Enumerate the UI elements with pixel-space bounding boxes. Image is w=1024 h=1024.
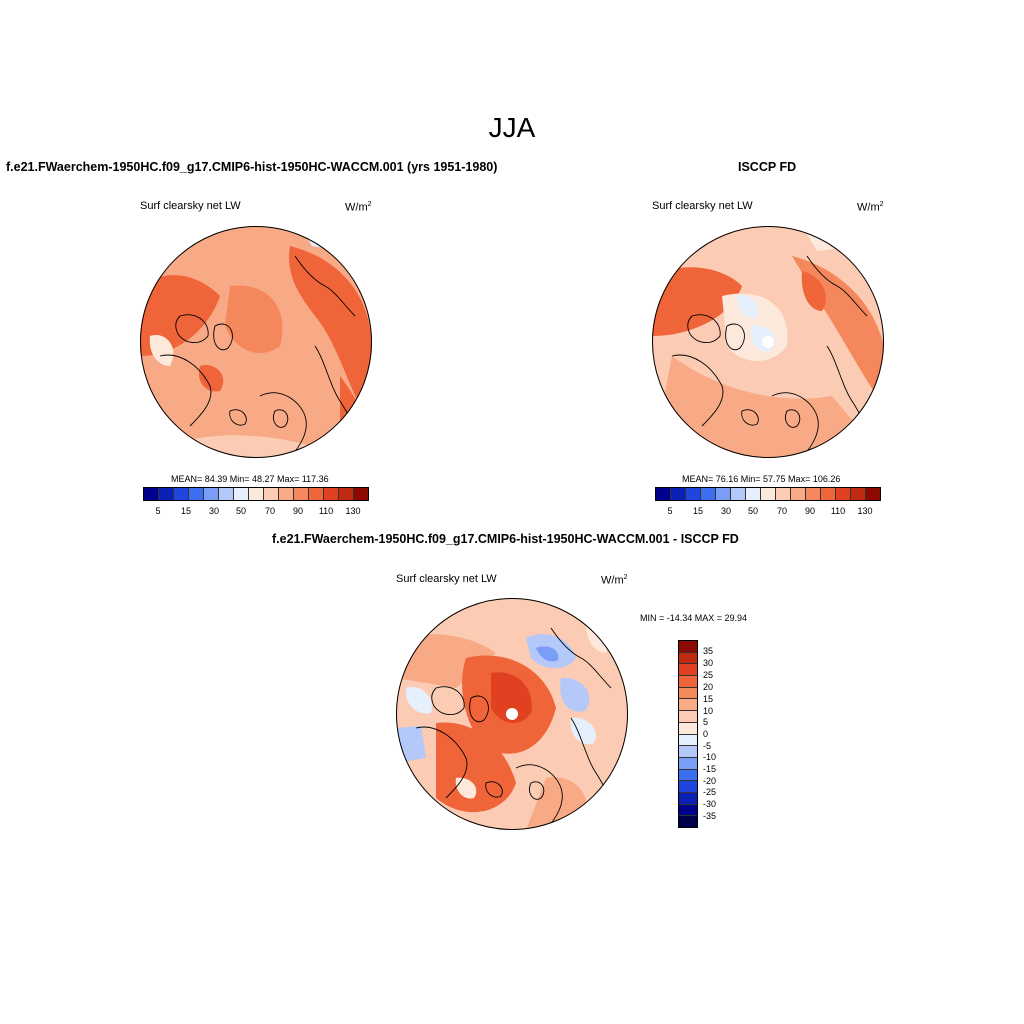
colorbar-swatch xyxy=(671,488,686,500)
colorbar-swatch xyxy=(309,488,324,500)
panel-1-tick: 90 xyxy=(292,506,304,516)
colorbar-swatch xyxy=(731,488,746,500)
colorbar-swatch xyxy=(234,488,249,500)
colorbar-swatch xyxy=(679,792,697,805)
colorbar-swatch xyxy=(679,734,697,747)
panel-3-tick: 15 xyxy=(703,694,714,704)
panel-3-tick: -30 xyxy=(703,799,717,809)
colorbar-swatch xyxy=(679,699,697,712)
panel-2-variable-label: Surf clearsky net LW xyxy=(652,200,753,212)
colorbar-swatch xyxy=(339,488,354,500)
panel-3-tick: -15 xyxy=(703,764,717,774)
panel-3-tick: 20 xyxy=(703,682,714,692)
panel-1-units: W/m2 xyxy=(345,201,372,214)
colorbar-swatch xyxy=(679,641,697,653)
colorbar-swatch xyxy=(746,488,761,500)
panel-3-tick: 0 xyxy=(703,729,709,739)
panel-3-tick: 25 xyxy=(703,670,714,680)
colorbar-swatch xyxy=(249,488,264,500)
panel-3-units: W/m2 xyxy=(601,574,628,587)
colorbar-swatch xyxy=(279,488,294,500)
panel-1-polar-map xyxy=(140,226,372,458)
panel-3-stats: MIN = -14.34 MAX = 29.94 xyxy=(640,613,748,623)
panel-1-title: f.e21.FWaerchem-1950HC.f09_g17.CMIP6-his… xyxy=(6,160,498,174)
panel-1-tick: 5 xyxy=(155,506,161,516)
colorbar-swatch xyxy=(679,816,697,827)
colorbar-swatch xyxy=(204,488,219,500)
colorbar-swatch xyxy=(679,711,697,723)
colorbar-swatch xyxy=(264,488,279,500)
panel-3-tick: 35 xyxy=(703,646,714,656)
panel-3-tick: 5 xyxy=(703,717,709,727)
panel-1-tick: 130 xyxy=(345,506,361,516)
panel-2-tick: 110 xyxy=(830,506,846,516)
panel-2-tick: 50 xyxy=(747,506,759,516)
panel-1-tick: 30 xyxy=(208,506,220,516)
colorbar-swatch xyxy=(219,488,234,500)
colorbar-swatch xyxy=(679,664,697,677)
colorbar-swatch xyxy=(821,488,836,500)
colorbar-swatch xyxy=(189,488,204,500)
panel-1-tick: 15 xyxy=(180,506,192,516)
panel-2-polar-map xyxy=(652,226,884,458)
panel-1-colorbar xyxy=(143,487,369,501)
colorbar-swatch xyxy=(851,488,866,500)
panel-2-stats: MEAN= 76.16 Min= 57.75 Max= 106.26 xyxy=(682,474,841,484)
panel-3-tick: 30 xyxy=(703,658,714,668)
colorbar-swatch xyxy=(679,781,697,793)
panel-1-tick: 110 xyxy=(318,506,334,516)
panel-3-tick: -5 xyxy=(703,741,712,751)
panel-2-units: W/m2 xyxy=(857,201,884,214)
colorbar-swatch xyxy=(656,488,671,500)
colorbar-swatch xyxy=(294,488,309,500)
colorbar-swatch xyxy=(679,687,697,700)
colorbar-swatch xyxy=(354,488,368,500)
panel-2-tick: 90 xyxy=(804,506,816,516)
colorbar-swatch xyxy=(686,488,701,500)
colorbar-swatch xyxy=(791,488,806,500)
colorbar-swatch xyxy=(776,488,791,500)
panel-2-tick: 30 xyxy=(720,506,732,516)
panel-1-stats: MEAN= 84.39 Min= 48.27 Max= 117.36 xyxy=(171,474,329,484)
panel-3-colorbar xyxy=(678,640,698,828)
colorbar-swatch xyxy=(679,652,697,665)
panel-2-polar-hole xyxy=(762,336,774,348)
panel-2-colorbar xyxy=(655,487,881,501)
colorbar-swatch xyxy=(679,746,697,758)
main-title: JJA xyxy=(488,112,536,143)
colorbar-swatch xyxy=(866,488,880,500)
panel-3-polar-map xyxy=(396,598,628,830)
colorbar-swatch xyxy=(806,488,821,500)
colorbar-swatch xyxy=(324,488,339,500)
panel-3-polar-hole xyxy=(506,708,518,720)
panel-3-title: f.e21.FWaerchem-1950HC.f09_g17.CMIP6-his… xyxy=(272,532,739,546)
colorbar-swatch xyxy=(144,488,159,500)
panel-3-variable-label: Surf clearsky net LW xyxy=(396,573,497,585)
panel-3-tick: -20 xyxy=(703,776,717,786)
colorbar-swatch xyxy=(159,488,174,500)
panel-3-tick: -25 xyxy=(703,787,717,797)
panel-2-tick: 130 xyxy=(857,506,873,516)
colorbar-swatch xyxy=(679,804,697,817)
colorbar-swatch xyxy=(701,488,716,500)
colorbar-swatch xyxy=(679,676,697,688)
colorbar-swatch xyxy=(761,488,776,500)
panel-2-tick: 5 xyxy=(667,506,673,516)
colorbar-swatch xyxy=(679,722,697,735)
panel-1-tick: 70 xyxy=(264,506,276,516)
panel-1-variable-label: Surf clearsky net LW xyxy=(140,200,241,212)
panel-3-tick: -35 xyxy=(703,811,717,821)
colorbar-swatch xyxy=(679,769,697,782)
colorbar-swatch xyxy=(716,488,731,500)
panel-3-tick: -10 xyxy=(703,752,717,762)
panel-1-tick: 50 xyxy=(235,506,247,516)
panel-2-tick: 70 xyxy=(776,506,788,516)
panel-3-tick: 10 xyxy=(703,706,714,716)
colorbar-swatch xyxy=(836,488,851,500)
panel-2-title: ISCCP FD xyxy=(738,160,797,174)
panel-2-tick: 15 xyxy=(692,506,704,516)
colorbar-swatch xyxy=(174,488,189,500)
colorbar-swatch xyxy=(679,757,697,770)
